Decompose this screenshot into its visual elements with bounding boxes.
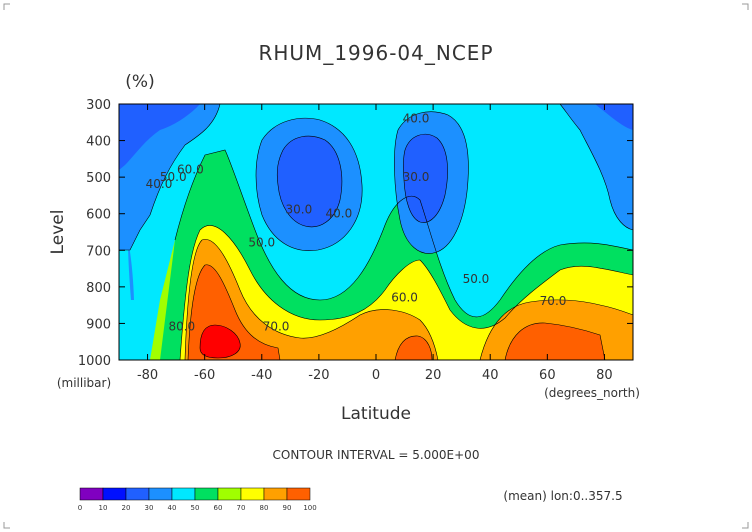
colorbar-label: 90 <box>283 504 292 512</box>
x-units-label: (degrees_north) <box>544 386 640 400</box>
colorbar-swatch <box>217 487 242 501</box>
band-darkorange-mid <box>395 335 432 360</box>
y-tick-label: 500 <box>86 171 111 186</box>
colorbar-swatch <box>240 487 265 501</box>
colorbar-label: 30 <box>145 504 154 512</box>
y-tick-label: 600 <box>86 208 111 223</box>
units-label: (%) <box>125 72 154 92</box>
contour-interval-text: CONTOUR INTERVAL = 5.000E+00 <box>273 448 480 462</box>
x-tick-label: 80 <box>596 368 613 383</box>
contour-label: 40.0 <box>146 177 173 191</box>
crop-marks <box>3 3 749 529</box>
y-axis-label: Level <box>48 210 68 255</box>
colorbar-swatch <box>79 487 104 501</box>
colorbar-swatch <box>171 487 196 501</box>
contour-labels: 40.030.030.0 40.040.050.060.050.060.050.0… <box>146 111 567 333</box>
x-tick-label: -20 <box>308 368 329 383</box>
y-axis: 300 400 500 600 700 800 900 1000 <box>78 98 633 369</box>
y-units-label: (millibar) <box>57 376 111 390</box>
contour-field <box>119 104 633 360</box>
x-tick-label: -40 <box>251 368 272 383</box>
y-tick-label: 300 <box>86 98 111 113</box>
y-tick-label: 700 <box>86 244 111 259</box>
contour-label: 80.0 <box>168 320 195 334</box>
contour-label: 50.0 <box>160 170 187 184</box>
band-green <box>160 150 633 360</box>
colorbar-label: 10 <box>99 504 108 512</box>
contour-label: 70.0 <box>540 294 567 308</box>
colorbar-label: 0 <box>78 504 82 512</box>
band-darkblue-topright <box>595 104 633 130</box>
y-tick-label: 900 <box>86 317 111 332</box>
contour-label: 40.0 <box>326 206 353 220</box>
x-tick-label: 60 <box>539 368 556 383</box>
contour-label: 70.0 <box>263 320 290 334</box>
x-axis-label: Latitude <box>341 404 411 424</box>
band-cyan <box>119 104 633 360</box>
x-tick-label: -80 <box>137 368 158 383</box>
x-tick-label: -60 <box>194 368 215 383</box>
colorbar-label: 40 <box>168 504 177 512</box>
isolines <box>119 104 633 360</box>
colorbar-swatch <box>148 487 173 501</box>
contour-label: 60.0 <box>177 162 204 176</box>
colorbar-swatch <box>125 487 150 501</box>
contour-label: 30.0 <box>286 203 313 217</box>
colorbar-swatch <box>263 487 288 501</box>
band-cell-s-30 <box>277 136 342 227</box>
colorbar-swatch <box>194 487 219 501</box>
band-blue-topright <box>560 104 633 230</box>
colorbar-label: 70 <box>237 504 246 512</box>
band-cell-n-30 <box>403 134 448 223</box>
y-tick-label: 800 <box>86 281 111 296</box>
colorbar-label: 60 <box>214 504 223 512</box>
band-orange <box>185 239 438 360</box>
y-tick-label: 1000 <box>78 354 111 369</box>
colorbar: 0 10 20 30 40 50 60 70 80 90 100 <box>78 487 317 512</box>
colorbar-label: 80 <box>260 504 269 512</box>
footer-text: (mean) lon:0..357.5 <box>503 489 622 503</box>
contour-label: 40.0 <box>403 111 430 125</box>
band-darkorange-n <box>505 322 605 360</box>
colorbar-label: 50 <box>191 504 200 512</box>
colorbar-label: 20 <box>122 504 131 512</box>
colorbar-swatch <box>102 487 127 501</box>
y-tick-label: 400 <box>86 135 111 150</box>
contour-label: 50.0 <box>463 272 490 286</box>
contour-label: 30.0 <box>403 170 430 184</box>
contour-label: 60.0 <box>391 290 418 304</box>
chart-title: RHUM_1996-04_NCEP <box>258 41 493 65</box>
band-darkblue-top <box>119 104 200 170</box>
x-tick-label: 20 <box>425 368 442 383</box>
x-tick-label: 40 <box>482 368 499 383</box>
contour-label: 50.0 <box>248 236 275 250</box>
colorbar-swatch <box>286 487 311 501</box>
band-streak <box>128 240 134 300</box>
band-red <box>200 325 241 358</box>
x-tick-label: 0 <box>372 368 380 383</box>
colorbar-label: 100 <box>303 504 316 512</box>
x-axis: -80 -60 -40 -20 0 20 40 60 80 <box>137 104 613 383</box>
